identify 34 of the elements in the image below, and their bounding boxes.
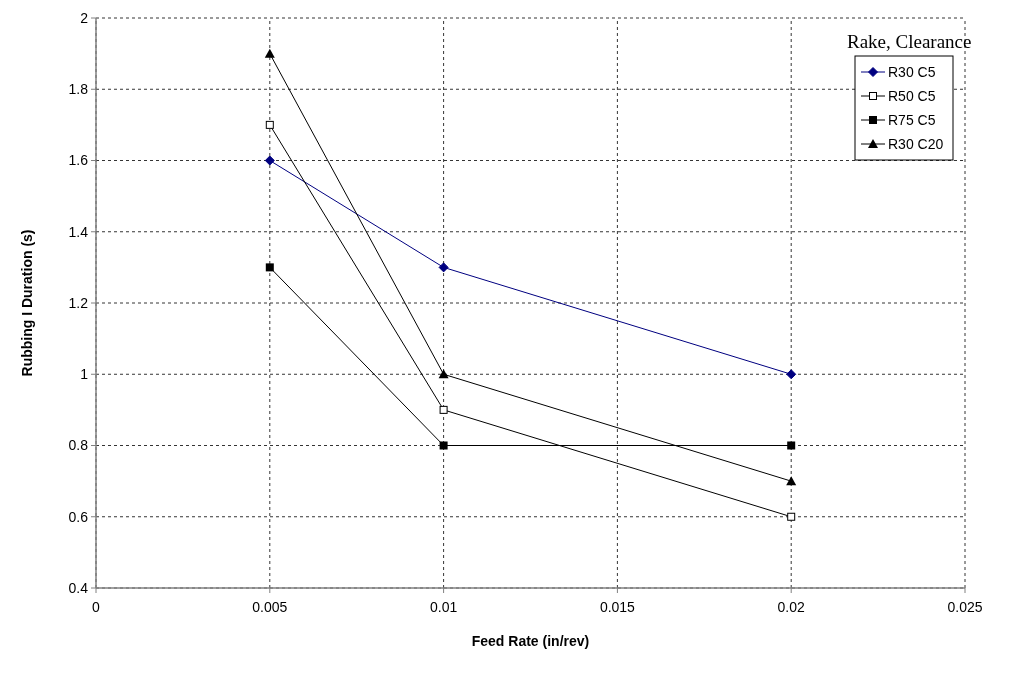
point xyxy=(438,262,449,273)
point xyxy=(265,263,274,272)
y-tick-label: 0.4 xyxy=(68,579,89,596)
legend-label: R30 C20 xyxy=(888,135,944,152)
point xyxy=(787,441,796,450)
point xyxy=(438,369,449,379)
legend-label: R50 C5 xyxy=(888,87,936,104)
y-tick-label: 1.6 xyxy=(68,152,89,169)
y-tick-label: 2 xyxy=(80,9,89,26)
legend-title: Rake, Clearance xyxy=(847,31,972,52)
y-tick-label: 0.8 xyxy=(68,437,89,454)
point xyxy=(264,48,275,58)
x-tick-label: 0.015 xyxy=(599,599,636,615)
y-tick-label: 0.6 xyxy=(68,508,89,525)
y-tick-label: 1.4 xyxy=(68,223,89,240)
y-axis-title: Rubbing I Duration (s) xyxy=(19,229,35,377)
x-tick-label: 0.005 xyxy=(252,599,288,615)
x-tick-label: 0.025 xyxy=(947,599,983,615)
x-axis-title: Feed Rate (in/rev) xyxy=(471,633,590,649)
y-tick-label: 1.2 xyxy=(68,294,89,311)
x-tick-label: 0 xyxy=(92,599,101,615)
legend-label: R75 C5 xyxy=(888,111,936,128)
point xyxy=(264,155,275,166)
point xyxy=(439,441,448,450)
x-tick-label: 0.02 xyxy=(777,599,806,615)
y-tick-label: 1.8 xyxy=(68,81,89,98)
point xyxy=(786,369,797,380)
point xyxy=(439,405,448,414)
point xyxy=(786,476,797,486)
point xyxy=(787,512,796,521)
y-tick-label: 1 xyxy=(80,366,89,383)
legend-label: R30 C5 xyxy=(888,63,936,80)
point xyxy=(265,120,274,129)
x-tick-label: 0.01 xyxy=(429,599,458,615)
